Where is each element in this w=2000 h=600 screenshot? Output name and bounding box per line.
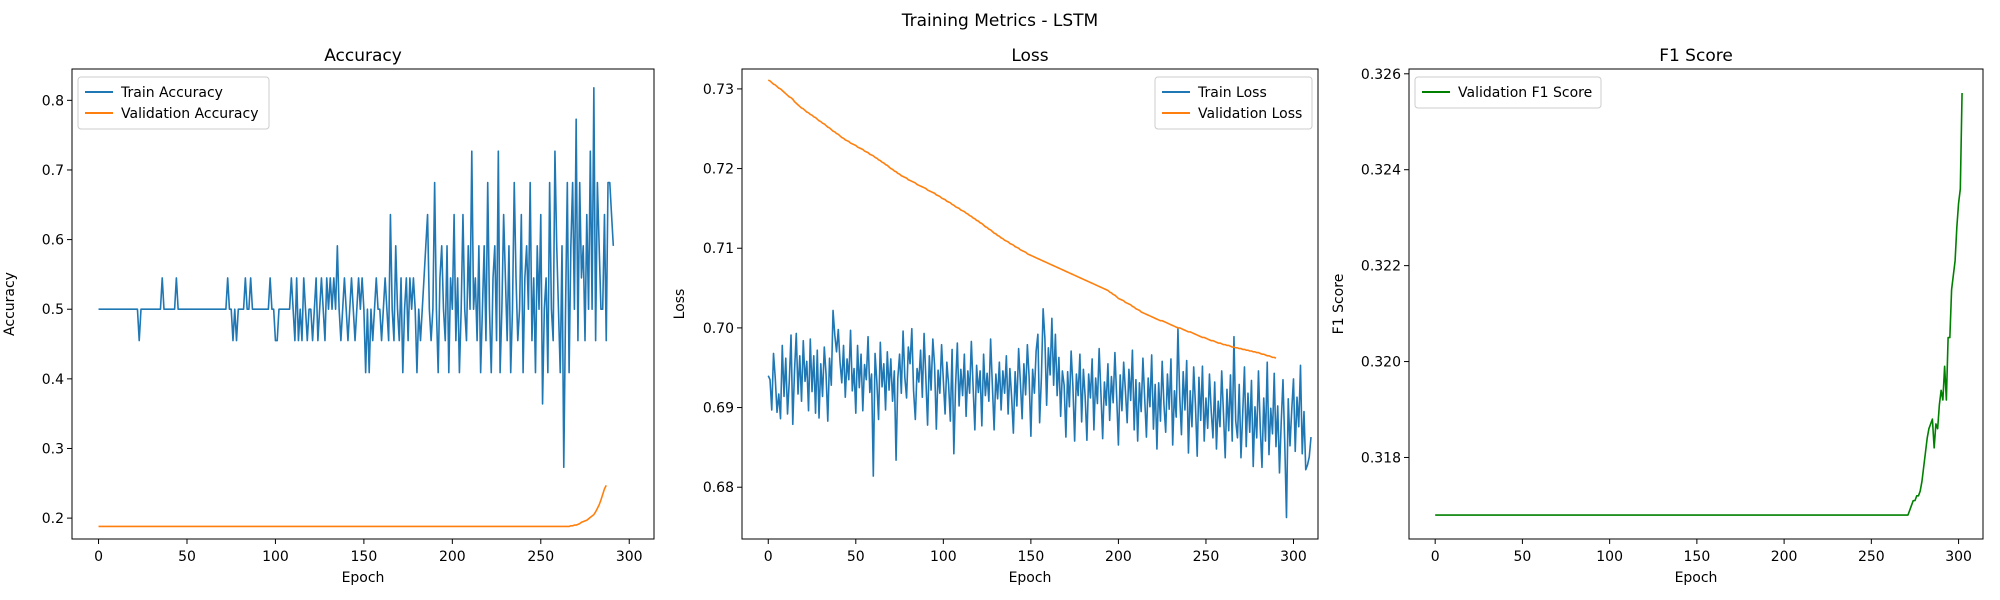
legend-label: Validation F1 Score xyxy=(1458,85,1592,101)
y-tick-label: 0.4 xyxy=(42,372,64,388)
legend: Train Loss Validation Loss xyxy=(1154,76,1313,130)
axes-frame xyxy=(1408,68,1984,540)
y-tick-label: 0.318 xyxy=(1361,450,1401,466)
x-tick-label: 50 xyxy=(1513,549,1531,565)
legend-label: Validation Accuracy xyxy=(121,106,259,122)
y-tick-label: 0.6 xyxy=(42,233,64,249)
x-tick-label: 300 xyxy=(1280,549,1307,565)
panel-title: F1 Score xyxy=(1659,46,1733,66)
y-tick-label: 0.322 xyxy=(1361,259,1401,275)
y-tick-label: 0.8 xyxy=(42,93,64,109)
x-tick-label: 100 xyxy=(1596,549,1623,565)
series-line-validation-f1-score xyxy=(1435,92,1963,516)
legend: Validation F1 Score xyxy=(1414,76,1602,109)
panels: 0 50 100 150 200 250 300 0.2 0.3 0.4 0.5 0.6 0.7 0.8 A… xyxy=(2,46,1984,586)
plot-area xyxy=(742,69,1318,539)
y-tick-label: 0.5 xyxy=(42,302,64,318)
x-tick-label: 200 xyxy=(439,549,466,565)
x-tick-label: 300 xyxy=(1945,549,1972,565)
y-tick-label: 0.3 xyxy=(42,441,64,457)
x-axis-label: Epoch xyxy=(1675,570,1718,586)
x-tick-label: 0 xyxy=(94,549,103,565)
y-axis-label: F1 Score xyxy=(1331,274,1347,335)
x-tick-label: 0 xyxy=(764,549,773,565)
y-axis-label: Accuracy xyxy=(2,272,18,336)
legend-label: Train Loss xyxy=(1197,85,1267,101)
legend-label: Train Accuracy xyxy=(120,85,223,101)
series-line-validation-loss xyxy=(767,79,1277,359)
y-tick-label: 0.69 xyxy=(703,401,734,417)
x-tick-label: 200 xyxy=(1771,549,1798,565)
legend-box xyxy=(1414,76,1602,109)
chart-panel-1: 0 50 100 150 200 250 300 0.2 0.3 0.4 0.5 0.6 0.7 0.8 A… xyxy=(2,46,655,586)
legend-label: Validation Loss xyxy=(1198,106,1302,122)
y-tick-label: 0.324 xyxy=(1361,163,1401,179)
panel-title: Loss xyxy=(1011,46,1048,66)
y-tick-label: 0.73 xyxy=(703,82,734,98)
chart-panel-2: 0 50 100 150 200 250 300 0.68 0.69 0.70 0.71 0.72 0.… xyxy=(672,46,1319,586)
y-tick-label: 0.70 xyxy=(703,321,734,337)
x-tick-label: 150 xyxy=(351,549,378,565)
series-line-validation-accuracy xyxy=(98,485,607,528)
x-tick-label: 250 xyxy=(527,549,554,565)
x-axis-label: Epoch xyxy=(342,570,385,586)
y-tick-label: 0.2 xyxy=(42,511,64,527)
y-tick-label: 0.72 xyxy=(703,162,734,178)
figure-title: Training Metrics - LSTM xyxy=(901,11,1098,31)
series-line-train-accuracy xyxy=(98,87,615,469)
x-tick-label: 100 xyxy=(262,549,289,565)
y-tick-label: 0.320 xyxy=(1361,355,1401,371)
y-tick-label: 0.7 xyxy=(42,163,64,179)
x-tick-label: 150 xyxy=(1684,549,1711,565)
x-tick-label: 250 xyxy=(1193,549,1220,565)
axes-frame xyxy=(741,68,1319,540)
x-tick-label: 200 xyxy=(1105,549,1132,565)
legend-box xyxy=(1154,76,1313,130)
x-tick-label: 250 xyxy=(1858,549,1885,565)
plot-area xyxy=(1409,69,1983,539)
x-tick-label: 50 xyxy=(847,549,865,565)
y-tick-label: 0.326 xyxy=(1361,67,1401,83)
axes-frame xyxy=(71,68,655,540)
x-tick-label: 150 xyxy=(1018,549,1045,565)
x-tick-label: 100 xyxy=(930,549,957,565)
x-axis-label: Epoch xyxy=(1009,570,1052,586)
legend-box xyxy=(77,76,270,130)
legend: Train Accuracy Validation Accuracy xyxy=(77,76,270,130)
x-tick-label: 50 xyxy=(178,549,196,565)
y-tick-label: 0.71 xyxy=(703,241,734,257)
x-tick-label: 0 xyxy=(1431,549,1440,565)
y-tick-label: 0.68 xyxy=(703,480,734,496)
panel-title: Accuracy xyxy=(324,46,402,66)
series-line-train-loss xyxy=(767,307,1312,519)
chart-panel-3: 0 50 100 150 200 250 300 0.318 0.320 0.322 0.324 0.… xyxy=(1331,46,1984,586)
x-tick-label: 300 xyxy=(616,549,643,565)
y-axis-label: Loss xyxy=(672,289,688,320)
